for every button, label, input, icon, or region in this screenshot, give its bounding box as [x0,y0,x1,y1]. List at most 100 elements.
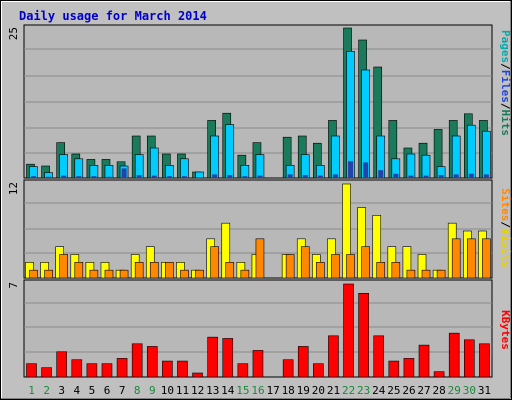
sites-bar [346,254,355,279]
kbytes-bar [343,283,354,378]
x-tick-label: 1 [28,384,35,397]
pages-bar [287,174,293,178]
files-bar [134,154,144,179]
files-bar [255,154,265,179]
pages-bar [76,176,82,178]
pages-bar [438,175,444,178]
files-bar [451,135,461,179]
kbytes-bar [358,292,369,378]
pages-bar [197,177,203,178]
pages-bar [408,175,414,178]
x-tick-label: 14 [221,384,235,397]
files-bar [210,135,219,179]
pages-bar [136,175,142,178]
pages-bar [242,176,248,178]
sites-bar [74,262,84,279]
kbytes-bar [192,372,203,378]
kbytes-bar [56,351,67,378]
files-bar [59,154,68,179]
sites-bar [89,269,99,279]
x-tick-label: 7 [119,384,126,397]
pages-bar [378,170,384,178]
kbytes-bar [388,360,400,378]
y-axis-max-label: 12 [7,182,20,195]
kbytes-bar [282,359,294,378]
kbytes-bar [433,371,445,378]
pages-bar [181,176,187,178]
kbytes-bar [237,363,249,378]
sites-bar [225,262,235,279]
sites-bar [29,269,38,279]
sites-bar [195,269,204,279]
x-tick-label: 10 [161,384,174,397]
sites-bar [210,246,219,279]
files-bar [74,158,84,179]
pages-bar [348,161,354,178]
sites-bar [285,254,295,279]
x-tick-label: 27 [417,384,430,397]
files-bar [240,165,250,179]
chart-panel-hits: 25 Pages/Files/Hits [7,24,512,179]
x-tick-label: 29 [448,384,461,397]
x-tick-label: 20 [312,384,325,397]
sites-bar [482,238,491,279]
x-tick-label: 22 [342,384,355,397]
kbytes-bar [26,363,37,378]
legend-entry: / [499,63,512,70]
legend-entry: KBytes [499,310,512,350]
sites-bar [436,269,446,279]
sites-bar [391,262,401,279]
sites-bar [180,269,189,279]
sites-bar [316,262,325,279]
pages-bar [453,174,459,178]
pages-bar [257,175,263,178]
legend-entry: Hits [499,110,512,137]
files-bar [421,154,431,179]
pages-bar [317,175,323,178]
x-tick-label: 19 [297,384,310,397]
sites-bar [240,269,250,279]
x-tick-label: 6 [104,384,111,397]
sites-bar [59,254,68,279]
legend-entry: Visits [499,228,512,268]
pages-bar [363,162,369,178]
legend-kbytes: KBytes [499,310,512,350]
pages-bar [468,173,474,178]
sites-bar [134,262,144,279]
pages-bar [31,176,36,178]
kbytes-bar [41,367,52,378]
x-tick-label: 18 [282,384,295,397]
files-bar [149,147,159,179]
kbytes-bar [177,360,188,378]
files-bar [195,171,204,179]
kbytes-bar [464,339,475,378]
x-tick-label: 2 [43,384,50,397]
kbytes-bar [222,338,234,378]
x-tick-label: 23 [357,384,370,397]
x-axis-labels: 1 2 3 4 5 6 7 8 9 10 11 12 13 14 15 16 17 18 19 20 21 22 23 24 2… [28,384,491,397]
kbytes-bar [101,363,113,378]
files-bar [300,154,310,179]
x-tick-label: 3 [58,384,65,397]
kbytes-bar [162,360,173,378]
chart-panel-kbytes: 7 KBytes [7,279,512,378]
sites-bar [44,269,53,279]
pages-bar [46,176,52,178]
files-bar [225,124,235,179]
sites-bar [361,246,370,279]
pages-bar [332,174,338,178]
x-tick-label: 26 [402,384,415,397]
files-bar [346,51,355,179]
pages-bar [151,175,157,178]
kbytes-bar [373,335,385,378]
x-tick-label: 11 [176,384,189,397]
files-bar [467,124,476,179]
sites-bar [255,238,265,279]
sites-bar [104,269,114,279]
pages-bar [302,175,308,178]
sites-bar [149,262,159,279]
kbytes-bar [131,343,143,378]
legend-visits: Sites/Visits [499,188,512,268]
